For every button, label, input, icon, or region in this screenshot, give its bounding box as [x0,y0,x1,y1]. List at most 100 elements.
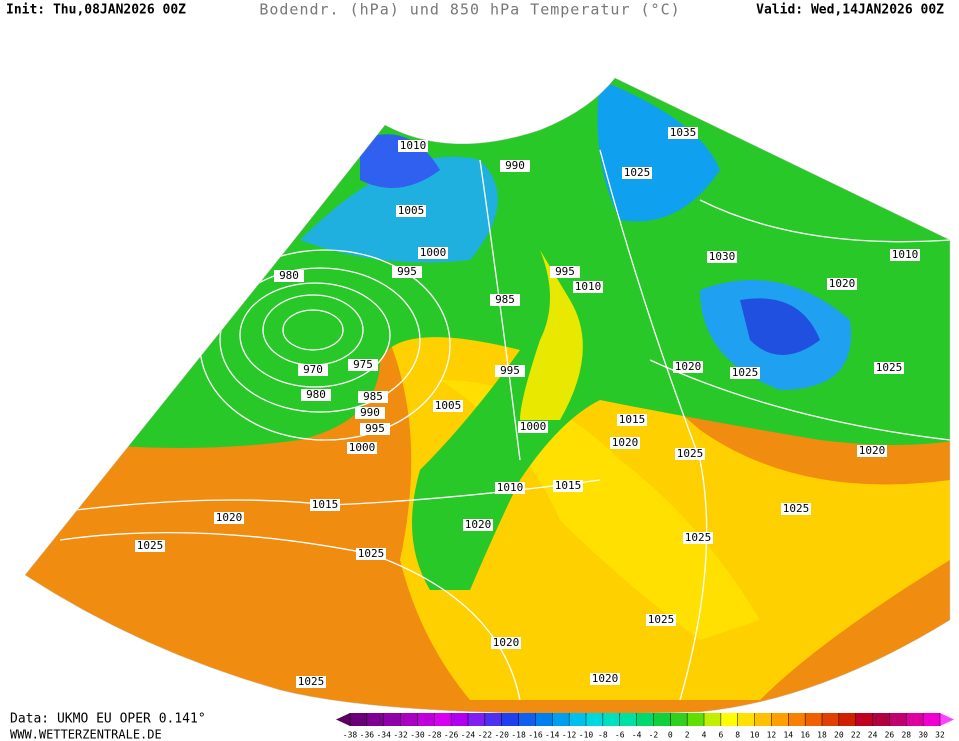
colorbar-cell [687,713,705,726]
label-box [296,676,326,688]
colorbar-label: -10 [579,731,594,740]
colorbar-label: -4 [632,731,642,740]
label-box [495,482,525,494]
isobar-label: 1010 [892,248,919,261]
colorbar-label: -12 [562,731,577,740]
isobar-label: 1000 [349,441,376,454]
colorbar-label: -38 [343,731,358,740]
colorbar-label: -28 [427,731,442,740]
colorbar-label: -22 [478,731,493,740]
isobar-label: 1005 [398,204,425,217]
label-box [491,637,521,649]
label-box [610,437,640,449]
colorbar-cell [501,713,520,726]
label-box [310,499,340,511]
isobar-label: 1025 [685,531,712,544]
isobar-label: 1010 [575,280,602,293]
label-box [433,400,463,412]
isobar-label: 995 [365,422,385,435]
isobar-label: 1025 [677,447,704,460]
colorbar-label: -16 [528,731,543,740]
colorbar-arrow [940,713,954,726]
isobar-label: 1015 [555,479,582,492]
isobar-label: 995 [555,265,575,278]
colorbar-cell [923,713,941,726]
colorbar-label: -6 [615,731,625,740]
colorbar-cell [417,713,435,726]
label-box [683,532,713,544]
colorbar: -38 -36 -34 -32 -30 -28 -26 -24 -22 -20 -18 -16 -14-… [336,713,954,740]
label-box [622,167,652,179]
colorbar-label: 32 [935,731,945,740]
isobar-label: 1020 [465,518,492,531]
isobar-label: 995 [500,364,520,377]
colorbar-cell [805,713,823,726]
isobar-label: 990 [360,406,380,419]
label-box [463,519,493,531]
colorbar-label: 22 [851,731,861,740]
isobar-label: 1035 [670,126,697,139]
isobar-label: 970 [303,363,323,376]
colorbar-cell [670,713,688,726]
colorbar-label: -34 [376,731,391,740]
site: WWW.WETTERZENTRALE.DE [10,728,162,741]
colorbar-cell [518,713,536,726]
colorbar-cell [400,713,418,726]
label-box [356,548,386,560]
colorbar-label: 16 [800,731,810,740]
colorbar-label: -26 [444,731,459,740]
label-box [347,442,377,454]
colorbar-label: -8 [598,731,608,740]
colorbar-label: -36 [360,731,375,740]
colorbar-cell [771,713,789,726]
label-box [298,364,328,376]
colorbar-cell [434,713,452,726]
label-box [668,127,698,139]
isobar-label: 995 [397,265,417,278]
colorbar-cell [906,713,924,726]
label-box [675,448,705,460]
colorbar-cell [636,713,654,726]
label-box [781,503,811,515]
isobar-label: 1025 [732,366,759,379]
label-box [874,362,904,374]
colorbar-label: 18 [817,731,827,740]
isobar-label: 1025 [624,166,651,179]
isobar-label: 1020 [829,277,856,290]
isobar-label: 1005 [435,399,462,412]
colorbar-label: -2 [649,731,659,740]
label-box [348,359,378,371]
colorbar-cell [737,713,756,726]
valid-text: Valid: Wed,14JAN2026 00Z [756,3,944,18]
colorbar-label: 30 [918,731,928,740]
colorbar-label: 14 [783,731,793,740]
label-box [827,278,857,290]
colorbar-label: -18 [511,731,526,740]
isobar-label: 1025 [783,502,810,515]
colorbar-label: -20 [494,731,509,740]
colorbar-cell [822,713,840,726]
label-box [495,365,525,377]
title: Bodendr. (hPa) und 850 hPa Temperatur (°… [259,1,680,19]
isobar-label: 1030 [709,250,736,263]
label-box [500,160,530,172]
label-box [518,421,548,433]
label-box [730,367,760,379]
label-box [707,251,737,263]
label-box [573,281,603,293]
init-text: Init: Thu,08JAN2026 00Z [6,3,186,18]
colorbar-label: 8 [735,731,740,740]
label-box [490,294,520,306]
label-box [890,249,920,261]
label-box [646,614,676,626]
colorbar-label: 0 [668,731,673,740]
isobar-label: 1020 [612,436,639,449]
colorbar-label: -24 [461,731,476,740]
isobar-label: 1000 [420,246,447,259]
colorbar-label: 28 [901,731,911,740]
isobar-label: 1020 [859,444,886,457]
colorbar-cell [383,713,402,726]
label-box [274,270,304,282]
label-box [360,423,390,435]
